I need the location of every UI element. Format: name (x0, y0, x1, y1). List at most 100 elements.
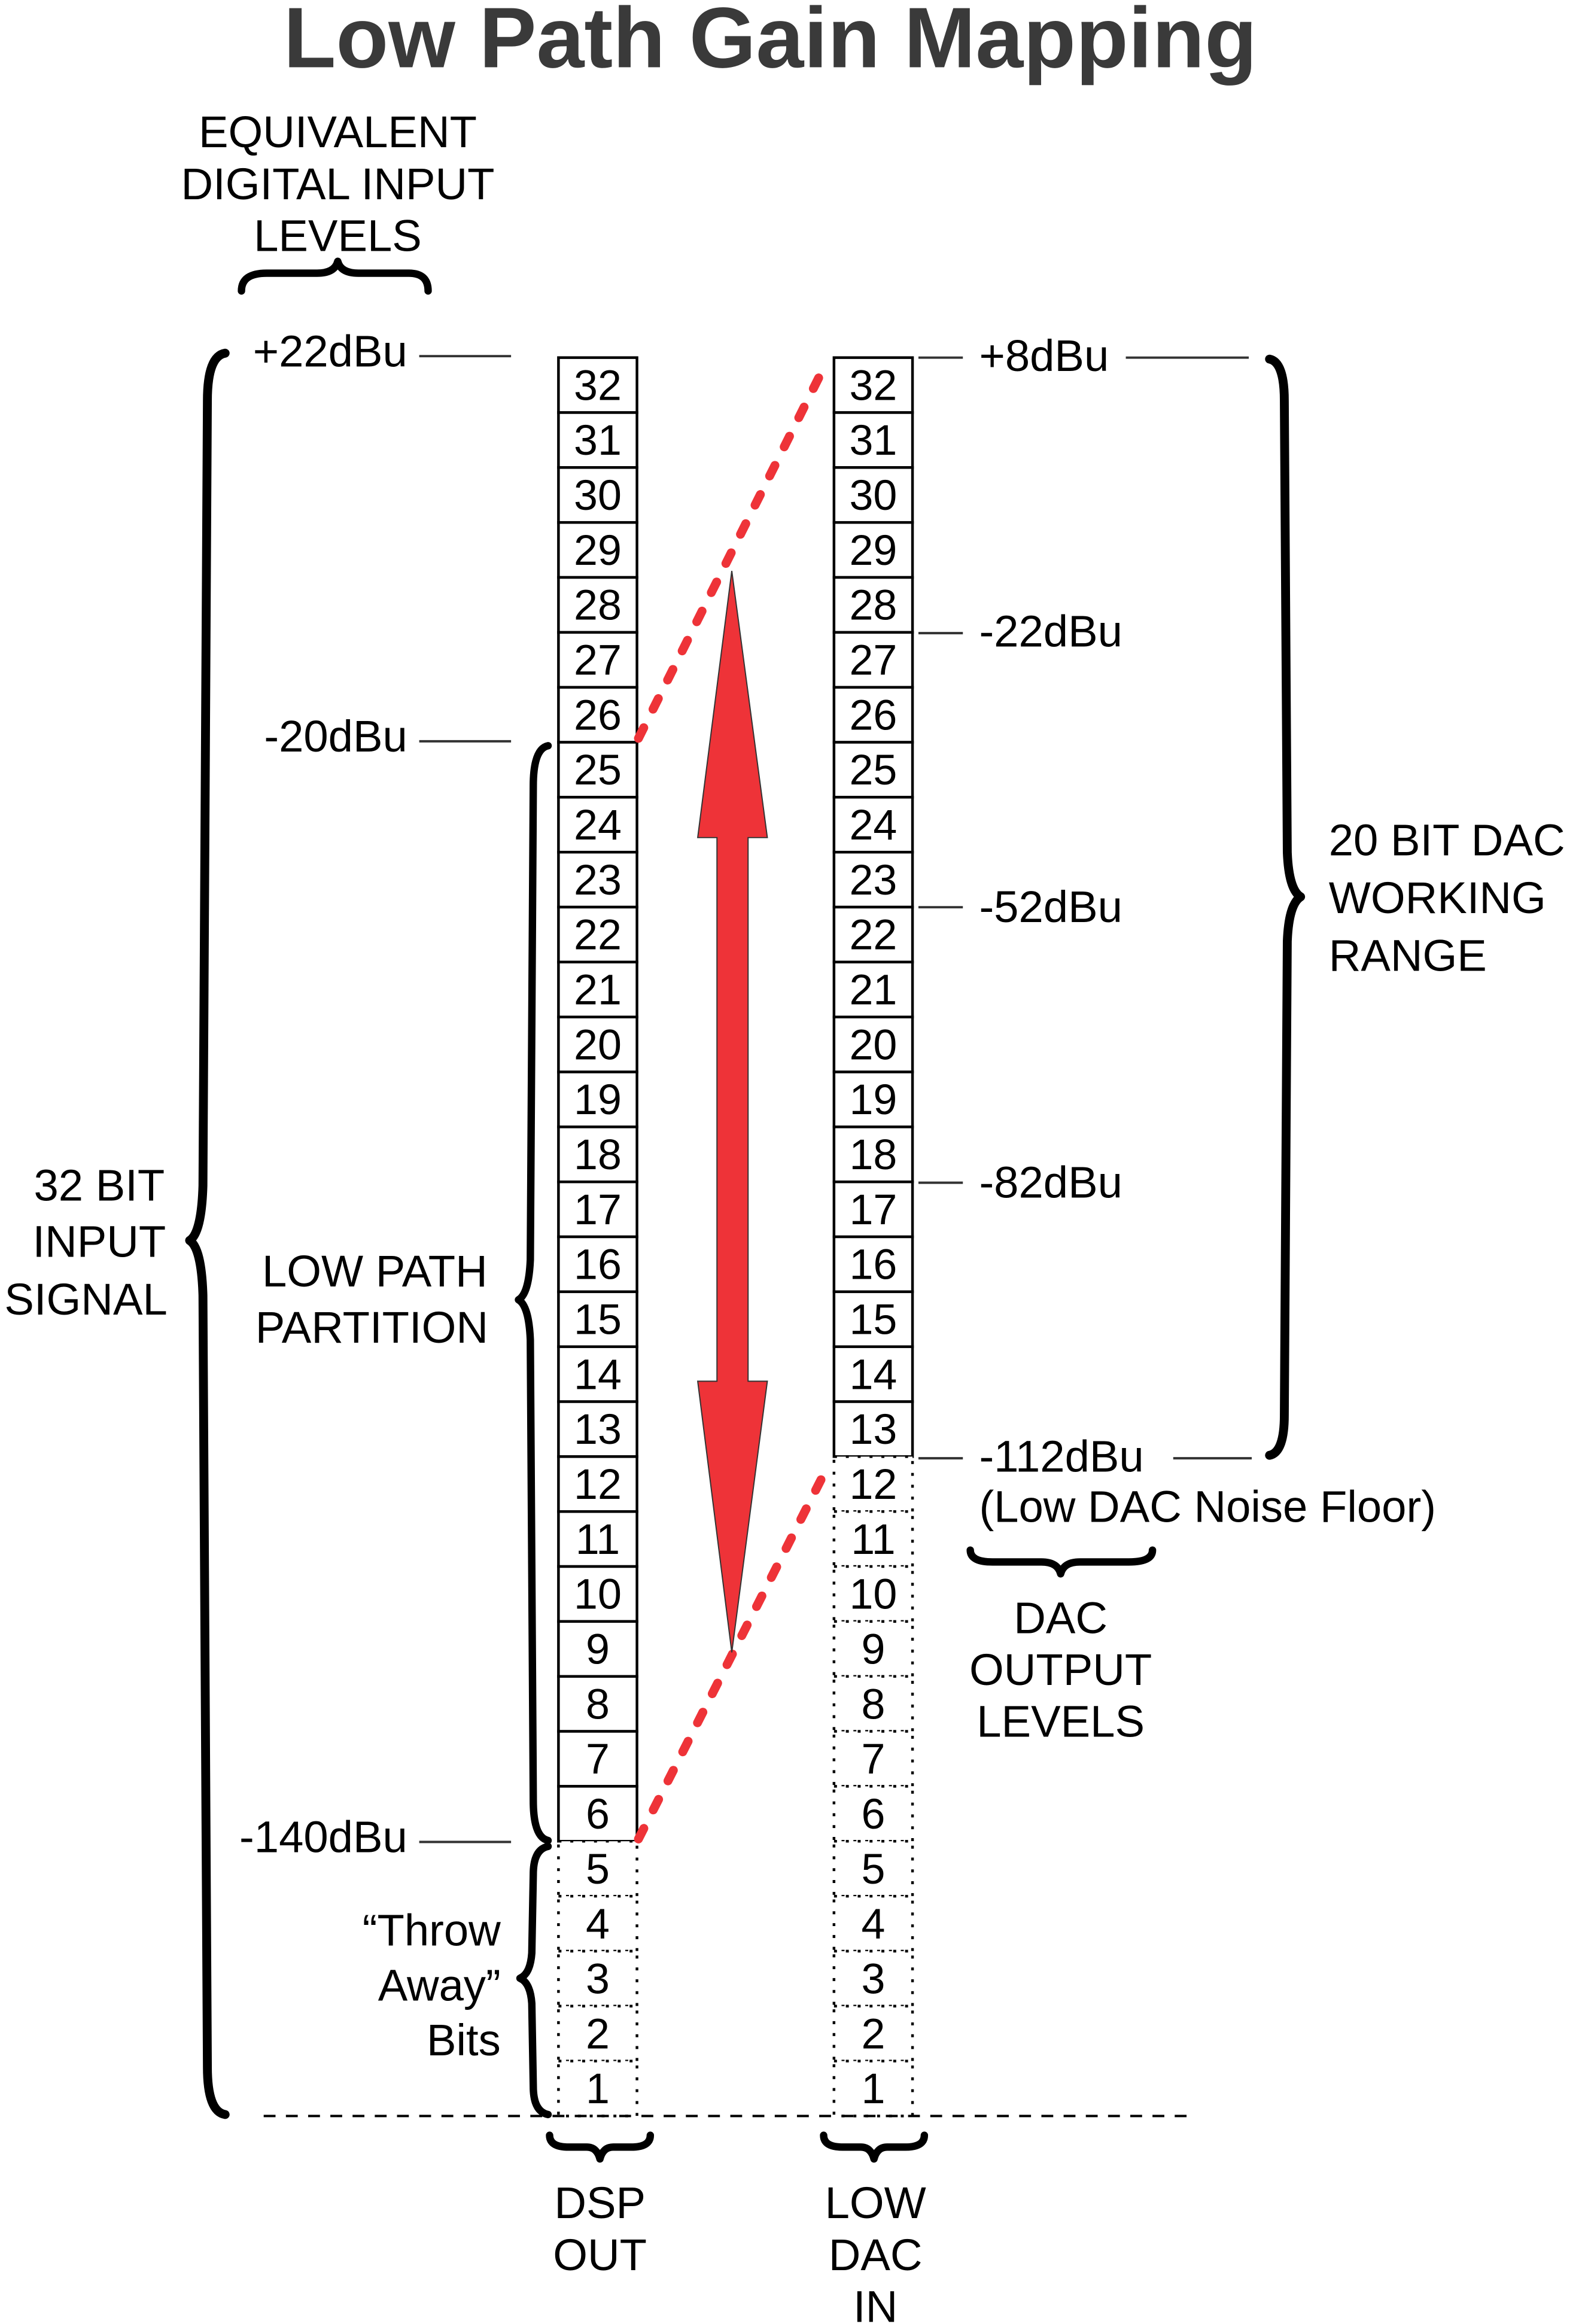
mapping-line-top (634, 360, 830, 743)
low-dac-in-brace (820, 2131, 929, 2163)
bit-label-23: 23 (850, 856, 898, 904)
bit-cell-4 (832, 1894, 914, 1953)
bit-label-5: 5 (586, 1845, 610, 1893)
dac-output-line1: DAC (1014, 1593, 1108, 1642)
bit-label-9: 9 (861, 1626, 885, 1674)
bit-cell-4 (557, 1894, 638, 1953)
bit-cell-1 (832, 2060, 914, 2118)
bit-label-19: 19 (574, 1076, 622, 1124)
bit-cell-5 (557, 1839, 638, 1898)
bit-cell-14 (832, 1345, 914, 1403)
dac-output-line3: LEVELS (976, 1697, 1145, 1747)
bit-label-26: 26 (574, 691, 622, 739)
throw-away-line2: Away” (378, 1960, 501, 2010)
bit-cell-12 (832, 1455, 914, 1513)
bit-label-13: 13 (574, 1406, 622, 1453)
bit-cell-7 (832, 1730, 914, 1788)
dsp-out-brace (546, 2131, 655, 2163)
bit-cell-25 (832, 741, 914, 799)
low-dac-in-line3: IN (853, 2282, 898, 2324)
bit-label-32: 32 (574, 361, 622, 409)
bit-label-30: 30 (850, 472, 898, 519)
bit-cell-1 (557, 2060, 638, 2118)
bit-label-23: 23 (574, 856, 622, 904)
low-dac-in-line2: DAC (829, 2230, 923, 2280)
bit-cell-26 (832, 686, 914, 744)
bit-label-22: 22 (574, 911, 622, 959)
bit-cell-10 (557, 1565, 638, 1623)
bit-label-7: 7 (861, 1735, 885, 1783)
diagram-title: Low Path Gain Mapping (284, 0, 1257, 86)
level-minus20: -20dBu (264, 711, 407, 761)
left-header-brace (238, 257, 432, 295)
bit-label-27: 27 (850, 637, 898, 685)
bit-label-8: 8 (586, 1680, 610, 1728)
bit-label-10: 10 (574, 1571, 622, 1619)
low-dac-in-column: 3231302928272625242322212019181716151413… (832, 356, 914, 2118)
bit-label-2: 2 (861, 2010, 885, 2058)
low-path-line2: PARTITION (255, 1303, 488, 1352)
bit-label-14: 14 (850, 1350, 898, 1398)
bit-cell-9 (832, 1620, 914, 1678)
bit-label-25: 25 (574, 746, 622, 794)
bit-label-6: 6 (586, 1790, 610, 1838)
bit-cell-16 (557, 1235, 638, 1294)
bit-label-5: 5 (861, 1845, 885, 1893)
bit-label-14: 14 (574, 1350, 622, 1398)
bit-cell-20 (832, 1015, 914, 1073)
bit-label-3: 3 (861, 1955, 885, 2003)
bit-label-8: 8 (861, 1680, 885, 1728)
bit-label-1: 1 (861, 2065, 885, 2113)
bit-cell-3 (832, 1949, 914, 2007)
bit-cell-20 (557, 1015, 638, 1073)
bit-cell-25 (557, 741, 638, 799)
bit-label-22: 22 (850, 911, 898, 959)
bit-cell-8 (557, 1675, 638, 1733)
bit-label-9: 9 (586, 1626, 610, 1674)
dac-level-minus22: -22dBu (979, 606, 1122, 656)
input-signal-line3: SIGNAL (4, 1274, 167, 1324)
bit-cell-12 (557, 1455, 638, 1513)
bit-label-28: 28 (574, 582, 622, 629)
bit-cell-21 (557, 960, 638, 1018)
dac-range-line2: WORKING (1329, 873, 1546, 923)
input-signal-line1: 32 BIT (34, 1160, 165, 1210)
double-arrow-icon (696, 571, 768, 1653)
dsp-out-column: 3231302928272625242322212019181716151413… (557, 356, 638, 2118)
bit-cell-18 (557, 1126, 638, 1184)
bit-cell-14 (557, 1345, 638, 1403)
throw-away-line1: “Throw (363, 1906, 501, 1955)
bit-label-13: 13 (850, 1406, 898, 1453)
bit-label-18: 18 (850, 1131, 898, 1179)
throw-away-brace (516, 1842, 552, 2119)
dac-level-minus112: -112dBu (979, 1431, 1143, 1481)
bit-label-18: 18 (574, 1131, 622, 1179)
dac-output-line2: OUTPUT (969, 1645, 1152, 1695)
dac-range-line1: 20 BIT DAC (1329, 816, 1565, 865)
bit-cell-11 (832, 1510, 914, 1568)
bit-cell-7 (557, 1730, 638, 1788)
bit-label-29: 29 (574, 527, 622, 574)
bit-cell-17 (557, 1180, 638, 1239)
bit-cell-32 (557, 356, 638, 414)
bit-cell-31 (557, 411, 638, 469)
bit-label-12: 12 (574, 1461, 622, 1508)
bit-cell-9 (557, 1620, 638, 1678)
bit-label-25: 25 (850, 746, 898, 794)
bit-cell-26 (557, 686, 638, 744)
bit-label-10: 10 (850, 1571, 898, 1619)
bit-cell-17 (832, 1180, 914, 1239)
left-header-line3: LEVELS (254, 211, 422, 260)
bit-label-27: 27 (574, 637, 622, 685)
dac-level-minus82: -82dBu (979, 1157, 1122, 1207)
bit-cell-10 (832, 1565, 914, 1623)
bit-label-11: 11 (576, 1516, 620, 1563)
bit-label-21: 21 (574, 966, 622, 1014)
bit-label-4: 4 (861, 1900, 885, 1948)
bit-label-30: 30 (574, 472, 622, 519)
low-path-brace (515, 742, 552, 1845)
throw-away-line3: Bits (427, 2015, 501, 2065)
bit-cell-16 (832, 1235, 914, 1294)
dsp-out-line2: OUT (553, 2230, 647, 2280)
bit-label-20: 20 (850, 1021, 898, 1069)
